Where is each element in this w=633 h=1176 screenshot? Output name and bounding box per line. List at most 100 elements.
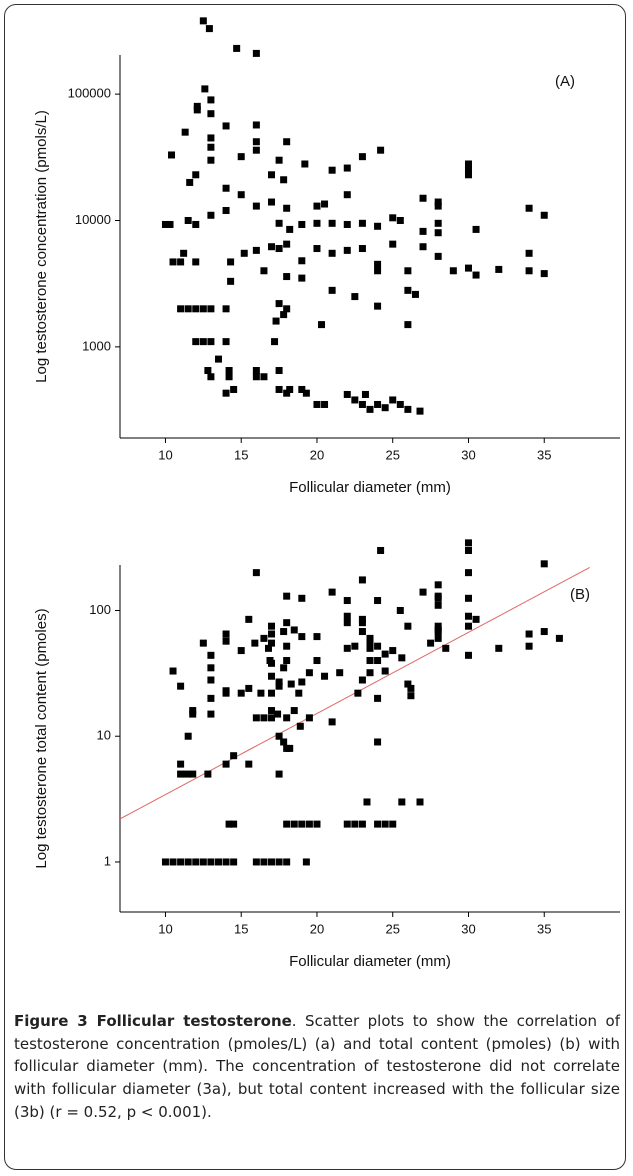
point [427,639,435,647]
point [268,672,276,680]
point [298,385,306,393]
point [230,858,238,866]
point [336,669,344,677]
point [389,820,397,828]
point [192,858,200,866]
point [283,820,291,828]
point [214,858,222,866]
point [169,858,177,866]
y-axis-label: Log testosterone concentration (pmols/L) [33,110,50,383]
point [366,657,374,665]
point [321,400,329,408]
figure: 10 15 20 25 30 35 1000 10000 100000 Follicular di… [33,17,620,970]
point [260,267,268,275]
point [374,820,382,828]
point [207,156,215,164]
point [272,317,280,325]
point [192,171,200,179]
point [205,25,213,33]
point [313,245,321,253]
point [275,682,283,690]
point [227,258,235,266]
point [404,267,412,275]
point [302,858,310,866]
point [398,798,406,806]
point [366,634,374,642]
point [252,373,260,381]
point [343,612,351,620]
point [161,220,169,228]
point [358,153,366,161]
point [177,305,185,313]
point [419,243,427,251]
point [184,732,192,740]
point [328,166,336,174]
annotation: (A) [555,73,575,90]
point [290,820,298,828]
point [186,178,194,186]
point [351,820,359,828]
x-tick-label: 25 [385,921,399,936]
point [214,355,222,363]
x-tick-label: 10 [158,921,172,936]
point [464,539,472,547]
x-tick-label: 35 [537,921,551,936]
x-tick-label: 35 [537,447,551,462]
x-tick-label: 10 [158,447,172,462]
point [361,390,369,398]
point [207,110,215,118]
point [343,220,351,228]
point [343,597,351,605]
point [207,710,215,718]
point [237,647,245,655]
point [252,367,260,375]
point [525,249,533,257]
point [287,680,295,688]
point [184,858,192,866]
point [374,260,382,268]
point [363,798,371,806]
point [230,385,238,393]
point [434,581,442,589]
x-tick-label: 15 [234,921,248,936]
point [411,290,419,298]
point [283,642,291,650]
x-tick-label: 20 [310,447,324,462]
point [222,338,230,346]
point [374,738,382,746]
point [495,644,503,652]
point [389,647,397,655]
point [389,240,397,248]
point [298,820,306,828]
point [184,216,192,224]
point [555,634,563,642]
annotation: (B) [570,586,590,603]
point [404,680,412,688]
point [177,258,185,266]
point [464,160,472,168]
point [275,770,283,778]
point [192,220,200,228]
point [298,678,306,686]
point [286,385,294,393]
point [321,672,329,680]
point [283,592,291,600]
point [283,138,291,146]
point [184,305,192,313]
point [377,146,385,154]
point [434,252,442,260]
point [222,760,230,768]
point [472,271,480,279]
y-tick-label: 100000 [68,86,111,101]
point [201,85,209,93]
point [280,738,288,746]
point [283,619,291,627]
point [283,204,291,212]
point [295,689,303,697]
point [298,594,306,602]
point [305,820,313,828]
y-tick-label: 100 [89,602,111,617]
point [268,622,276,630]
point [358,219,366,227]
point [358,615,366,623]
